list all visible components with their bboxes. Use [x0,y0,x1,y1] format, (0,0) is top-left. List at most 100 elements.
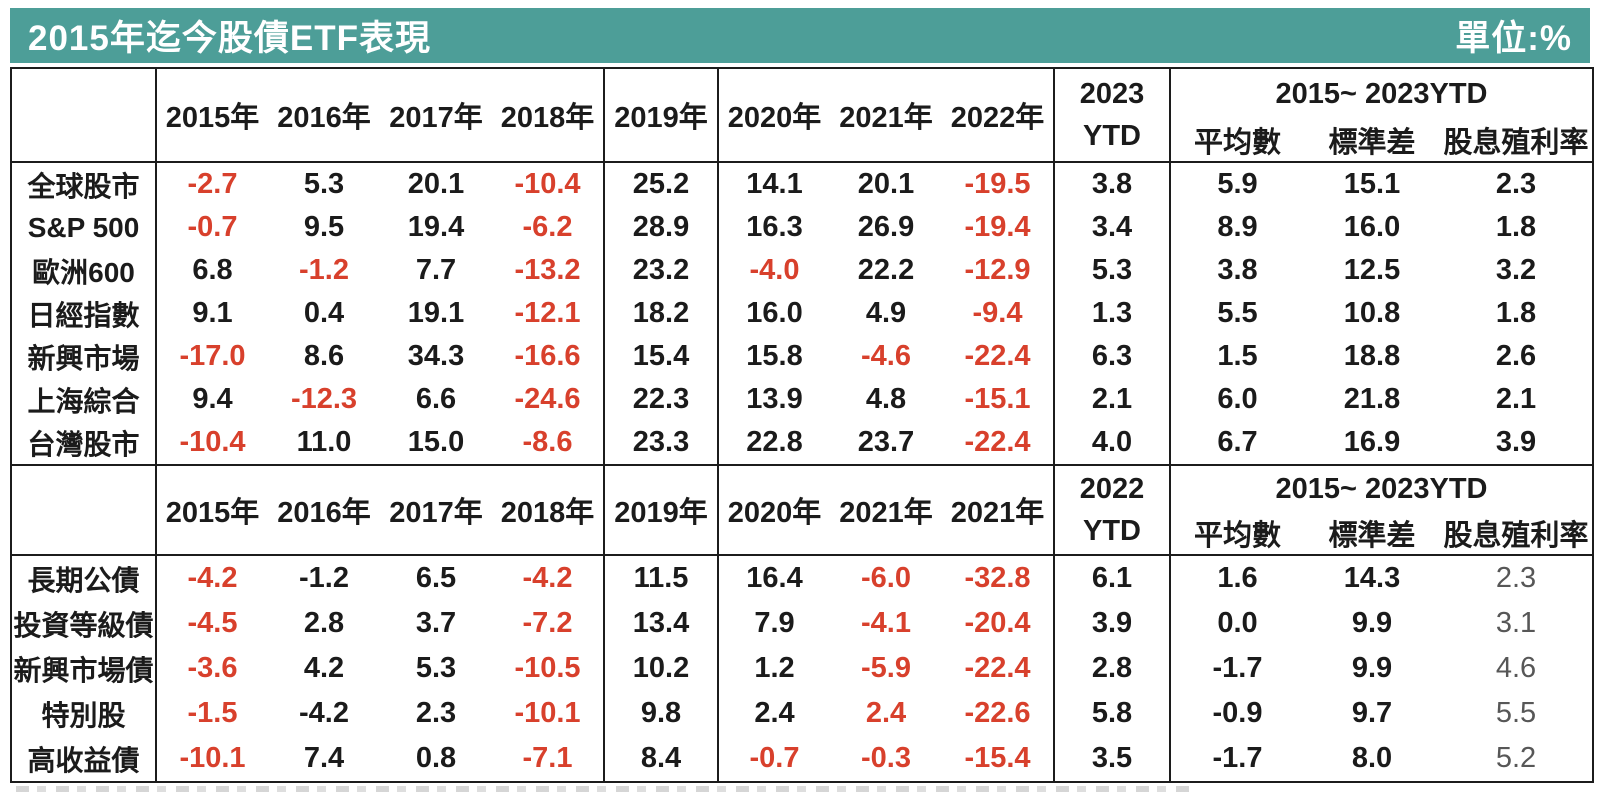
value-cell: 15.0 [380,421,492,466]
stocks-header-row: 2015年 2016年 2017年 2018年 2019年 2020年 2021年 2022年… [11,68,1593,163]
value-cell: 21.8 [1343,383,1401,415]
value-cell: 0.0 [1217,607,1258,639]
stocks-subheader-row: 平均數 標準差 股息殖利率 [11,119,1593,163]
value-cell: 19.4 [407,211,465,243]
year-header: 2018年 [492,68,605,163]
value-cell: 4.6 [1495,652,1537,684]
value-cell: -32.8 [942,555,1055,601]
value-cell: 5.3 [303,168,345,200]
value-cell: -4.5 [187,607,238,639]
value-cell: 1.6 [1217,562,1258,594]
table-row: 新興市場 -17.0 8.6 34.3 -16.6 15.4 15.8 -4.6 -22.4 6.… [11,335,1593,378]
value-cell: 7.7 [415,254,457,286]
value-cell: -10.4 [156,421,268,466]
ytd-year: 2023 [1079,77,1145,110]
value-cell: 12.5 [1343,254,1401,286]
ytd-header: 2022 YTD [1054,465,1171,556]
etf-performance-table: 2015年 2016年 2017年 2018年 2019年 2020年 2021年 2022年… [10,67,1594,783]
table-row: 新興市場債 -3.6 4.2 5.3 -10.5 10.2 1.2 -5.9 -22.4 2.8 -… [11,646,1593,691]
value-cell: 6.6 [415,383,457,415]
value-cell: 2.1 [1495,383,1537,415]
value-cell: 7.4 [303,742,345,774]
value-cell: -4.2 [492,555,605,601]
table-row: 上海綜合 9.4 -12.3 6.6 -24.6 22.3 13.9 4.8 -15.1 2.1 6… [11,378,1593,421]
value-cell: -22.4 [942,646,1055,691]
value-cell: 20.1 [857,168,915,200]
value-cell: 13.9 [746,383,803,415]
value-cell: 6.1 [1054,555,1171,601]
value-cell: -10.1 [492,691,605,736]
table-row: 特別股 -1.5 -4.2 2.3 -10.1 9.8 2.4 2.4 -22.6 5.8 -0.9… [11,691,1593,736]
row-label: 投資等級債 [11,601,157,646]
value-cell: 4.0 [1054,421,1171,466]
corner-cell [11,68,157,163]
value-cell: -19.4 [942,206,1055,249]
value-cell: 20.1 [407,168,465,200]
value-cell: 3.7 [415,607,457,639]
value-cell: -15.1 [942,378,1055,421]
year-header: 2018年 [492,465,605,556]
value-cell: 19.1 [407,297,465,329]
title-bar: 2015年迄今股債ETF表現 單位:% [10,8,1590,63]
value-cell: -1.2 [299,254,349,286]
value-cell: 5.5 [1495,697,1537,729]
row-label: 台灣股市 [11,421,157,466]
value-cell: 5.2 [1495,742,1537,774]
value-cell: 16.4 [746,562,803,594]
value-cell: 2.8 [303,607,345,639]
value-cell: -1.7 [1212,742,1263,774]
value-cell: 1.8 [1495,211,1537,243]
value-cell: 25.2 [604,162,719,206]
table-row: S&P 500 -0.7 9.5 19.4 -6.2 28.9 16.3 26.9 -19.4 3… [11,206,1593,249]
value-cell: 3.9 [1054,601,1171,646]
table-row: 長期公債 -4.2 -1.2 6.5 -4.2 11.5 16.4 -6.0 -32.8 6.1 1… [11,555,1593,601]
stat-header: 股息殖利率 [1440,119,1593,163]
year-header: 2019年 [604,465,719,556]
value-cell: 16.0 [1343,211,1401,243]
value-cell: -22.4 [942,335,1055,378]
value-cell: 2.4 [865,697,907,729]
row-label: 全球股市 [11,162,157,206]
value-cell: -24.6 [492,378,605,421]
clipped-footnote [16,786,1196,792]
value-cell: 23.2 [604,249,719,292]
value-cell: 9.8 [604,691,719,736]
value-cell: -3.6 [187,652,238,684]
value-cell: -12.1 [492,292,605,335]
value-cell: 11.0 [268,421,380,466]
row-label: 長期公債 [11,555,157,601]
year-header: 2021年 [942,465,1055,556]
year-header: 2016年 [268,465,380,556]
value-cell: -22.6 [942,691,1055,736]
value-cell: 9.9 [1351,652,1393,684]
value-cell: 9.1 [192,297,233,329]
value-cell: 10.2 [604,646,719,691]
value-cell: 6.3 [1054,335,1171,378]
value-cell: -1.2 [299,562,349,594]
value-cell: 2.4 [754,697,795,729]
year-header: 2021年 [830,68,942,163]
value-cell: 14.1 [746,168,803,200]
value-cell: 15.1 [1343,168,1401,200]
year-header: 2016年 [268,68,380,163]
year-header: 2022年 [942,68,1055,163]
row-label: 日經指數 [11,292,157,335]
value-cell: 5.9 [1217,168,1258,200]
row-label: 新興市場債 [11,646,157,691]
value-cell: 4.9 [865,297,907,329]
value-cell: 2.3 [1495,168,1537,200]
value-cell: 5.5 [1217,297,1258,329]
value-cell: 28.9 [604,206,719,249]
value-cell: 8.4 [604,736,719,782]
value-cell: 34.3 [407,340,465,372]
range-header: 2015~ 2023YTD [1275,77,1488,110]
value-cell: -4.2 [299,697,349,729]
ytd-text: YTD [1083,120,1141,152]
value-cell: -1.7 [1212,652,1263,684]
value-cell: 16.0 [746,297,803,329]
value-cell: -7.2 [492,601,605,646]
value-cell: 16.3 [746,211,803,243]
value-cell: 9.5 [303,211,345,243]
value-cell: 22.3 [604,378,719,421]
